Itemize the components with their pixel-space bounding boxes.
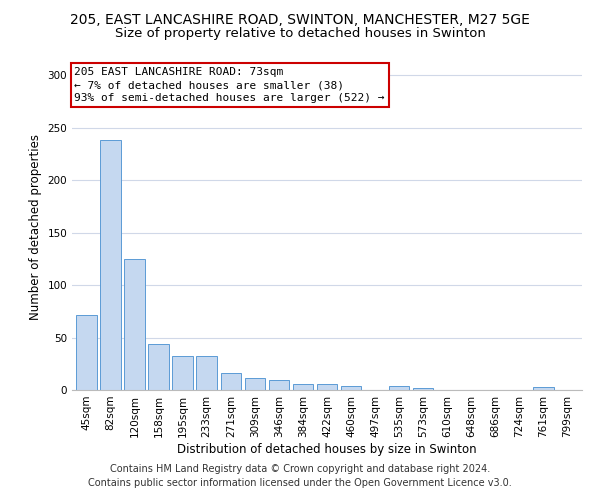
Y-axis label: Number of detached properties: Number of detached properties [29, 134, 42, 320]
Bar [341, 386, 361, 390]
Bar [293, 384, 313, 390]
X-axis label: Distribution of detached houses by size in Swinton: Distribution of detached houses by size … [177, 442, 477, 456]
Bar [269, 380, 289, 390]
Bar [76, 314, 97, 390]
Text: 205 EAST LANCASHIRE ROAD: 73sqm
← 7% of detached houses are smaller (38)
93% of : 205 EAST LANCASHIRE ROAD: 73sqm ← 7% of … [74, 67, 385, 104]
Bar [196, 356, 217, 390]
Bar [221, 373, 241, 390]
Bar [317, 384, 337, 390]
Text: Contains HM Land Registry data © Crown copyright and database right 2024.
Contai: Contains HM Land Registry data © Crown c… [88, 464, 512, 487]
Bar [100, 140, 121, 390]
Bar [124, 259, 145, 390]
Bar [533, 387, 554, 390]
Bar [413, 388, 433, 390]
Text: 205, EAST LANCASHIRE ROAD, SWINTON, MANCHESTER, M27 5GE: 205, EAST LANCASHIRE ROAD, SWINTON, MANC… [70, 12, 530, 26]
Bar [148, 344, 169, 390]
Text: Size of property relative to detached houses in Swinton: Size of property relative to detached ho… [115, 28, 485, 40]
Bar [389, 386, 409, 390]
Bar [172, 356, 193, 390]
Bar [245, 378, 265, 390]
